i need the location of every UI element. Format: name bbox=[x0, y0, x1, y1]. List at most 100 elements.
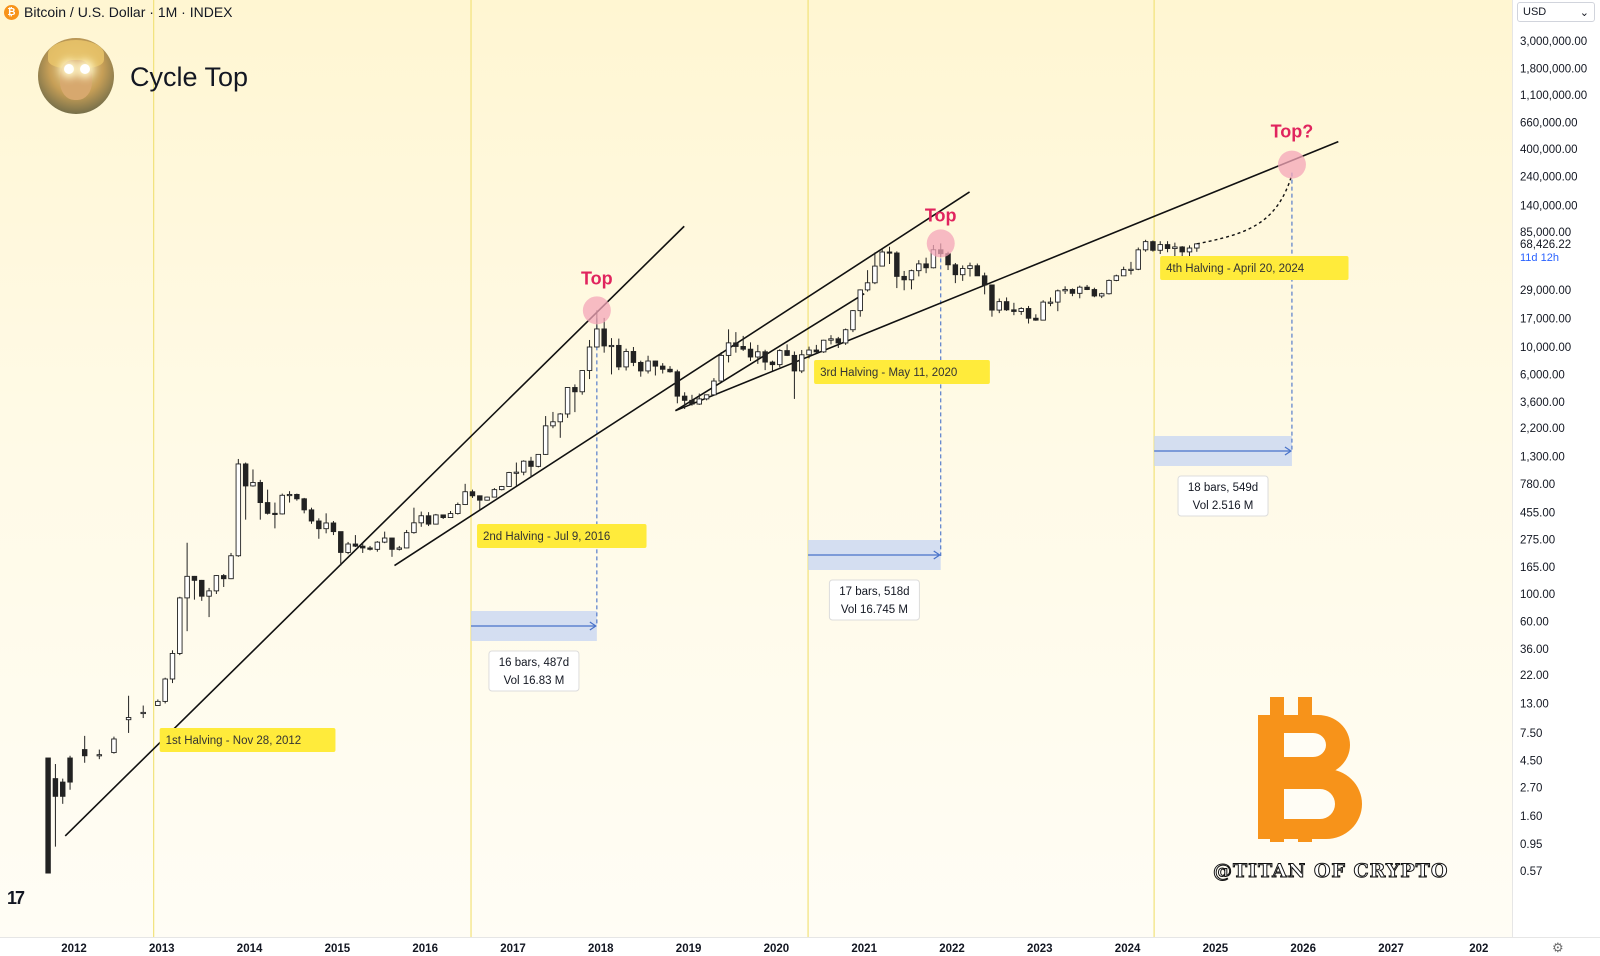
halving-lines bbox=[153, 0, 1155, 937]
bitcoin-logo-stem bbox=[1298, 697, 1312, 717]
candle-body bbox=[411, 522, 417, 534]
range-arrowhead bbox=[933, 550, 941, 560]
price-tick-label: 17,000.00 bbox=[1520, 314, 1571, 326]
candle-body bbox=[462, 491, 468, 506]
candle-body bbox=[703, 394, 710, 400]
candle-body bbox=[638, 361, 644, 372]
candle-body bbox=[169, 653, 176, 680]
candle-body bbox=[257, 482, 264, 504]
candle-body bbox=[652, 360, 659, 367]
candle-body bbox=[506, 472, 512, 487]
halving-label: 1st Halving - Nov 28, 2012 bbox=[166, 735, 302, 747]
price-tick-label: 0.57 bbox=[1520, 866, 1542, 878]
candle-body bbox=[1106, 279, 1112, 295]
candle-body bbox=[425, 515, 432, 525]
candle-body bbox=[381, 537, 388, 543]
candle-body bbox=[755, 351, 761, 358]
candle-body bbox=[67, 757, 73, 783]
candle-body bbox=[499, 486, 505, 491]
avatar bbox=[38, 38, 114, 114]
candle-body bbox=[140, 711, 146, 715]
price-tick-label: 140,000.00 bbox=[1520, 200, 1578, 212]
symbol-header[interactable]: ₿ Bitcoin / U.S. Dollar · 1M · INDEX bbox=[4, 2, 233, 22]
candles bbox=[45, 239, 1200, 874]
candle-body bbox=[842, 329, 849, 344]
candle-body bbox=[1077, 286, 1083, 294]
time-tick-label: 2018 bbox=[588, 943, 614, 955]
gear-icon[interactable]: ⚙ bbox=[1552, 940, 1564, 955]
price-tick-label: 165.00 bbox=[1520, 562, 1555, 574]
currency-select[interactable]: USD ⌄ bbox=[1517, 2, 1595, 22]
candle-body bbox=[601, 328, 607, 347]
top-markers: Top Top Top? bbox=[581, 122, 1313, 325]
halving-label-box bbox=[159, 728, 336, 752]
candle-body bbox=[220, 575, 227, 580]
candle-body bbox=[520, 460, 527, 473]
candle-body bbox=[1011, 309, 1017, 312]
price-axis[interactable] bbox=[1512, 0, 1600, 937]
candle-body bbox=[718, 354, 724, 382]
price-tick-label: 3,000,000.00 bbox=[1520, 36, 1587, 48]
price-tick-label: 6,000.00 bbox=[1520, 369, 1565, 381]
halving-label: 2nd Halving - Jul 9, 2016 bbox=[483, 531, 610, 543]
time-tick-label: 2025 bbox=[1203, 943, 1229, 955]
time-tick-label: 2013 bbox=[149, 943, 175, 955]
candle-body bbox=[886, 251, 893, 254]
candle-body bbox=[806, 349, 812, 356]
watermark: @TITAN OF CRYPTO bbox=[1212, 860, 1449, 883]
halving-label-box bbox=[477, 524, 647, 548]
price-tick-label: 2.70 bbox=[1520, 783, 1542, 795]
time-tick-label: 202 bbox=[1469, 943, 1488, 955]
trendline bbox=[675, 293, 865, 412]
time-tick-label: 2023 bbox=[1027, 943, 1053, 955]
range-bars-label: 16 bars, 487d bbox=[499, 657, 569, 669]
candle-body bbox=[777, 350, 783, 366]
halving-labels: 1st Halving - Nov 28, 2012 2nd Halving - … bbox=[159, 256, 1349, 752]
candle-body bbox=[967, 265, 973, 269]
tradingview-logo[interactable]: 17 bbox=[7, 888, 25, 908]
last-price-label: 68,426.22 bbox=[1520, 239, 1571, 251]
candle-body bbox=[623, 351, 629, 368]
candle-body bbox=[1194, 243, 1200, 249]
candle-body bbox=[630, 351, 637, 363]
time-tick-label: 2026 bbox=[1290, 943, 1316, 955]
candle-body bbox=[294, 493, 300, 500]
candle-body bbox=[989, 284, 995, 311]
range-info-box bbox=[488, 650, 580, 692]
price-tick-label: 400,000.00 bbox=[1520, 144, 1578, 156]
candle-body bbox=[850, 310, 856, 331]
candle-body bbox=[96, 754, 103, 757]
candle-body bbox=[594, 328, 600, 348]
candle-body bbox=[579, 370, 585, 393]
candle-body bbox=[1098, 293, 1105, 297]
candle-body bbox=[330, 522, 337, 533]
candle-body bbox=[352, 543, 359, 547]
time-tick-label: 2020 bbox=[764, 943, 790, 955]
candle-body bbox=[974, 265, 981, 277]
candle-body bbox=[916, 263, 922, 272]
bar-countdown-label: 11d 12h bbox=[1520, 252, 1559, 264]
candle-body bbox=[864, 282, 871, 291]
candle-body bbox=[1062, 289, 1068, 292]
candle-body bbox=[681, 395, 688, 401]
halving-label: 3rd Halving - May 11, 2020 bbox=[820, 367, 957, 379]
candle-body bbox=[418, 515, 424, 524]
candle-body bbox=[733, 342, 739, 347]
candle-body bbox=[747, 348, 754, 358]
candle-body bbox=[667, 368, 673, 373]
time-axis[interactable] bbox=[0, 937, 1600, 956]
candle-body bbox=[162, 678, 168, 702]
candle-body bbox=[199, 579, 205, 597]
top-label: Top bbox=[581, 268, 613, 288]
candle-body bbox=[1069, 289, 1076, 294]
top-marker bbox=[1277, 150, 1306, 179]
range-bars-label: 17 bars, 518d bbox=[839, 586, 909, 598]
candle-body bbox=[769, 361, 776, 366]
candle-body bbox=[491, 489, 498, 498]
candle-body bbox=[440, 514, 446, 518]
candle-body bbox=[264, 502, 271, 514]
halving-label-box bbox=[1160, 256, 1349, 280]
price-tick-label: 0.95 bbox=[1520, 839, 1542, 851]
candle-body bbox=[1018, 308, 1024, 312]
